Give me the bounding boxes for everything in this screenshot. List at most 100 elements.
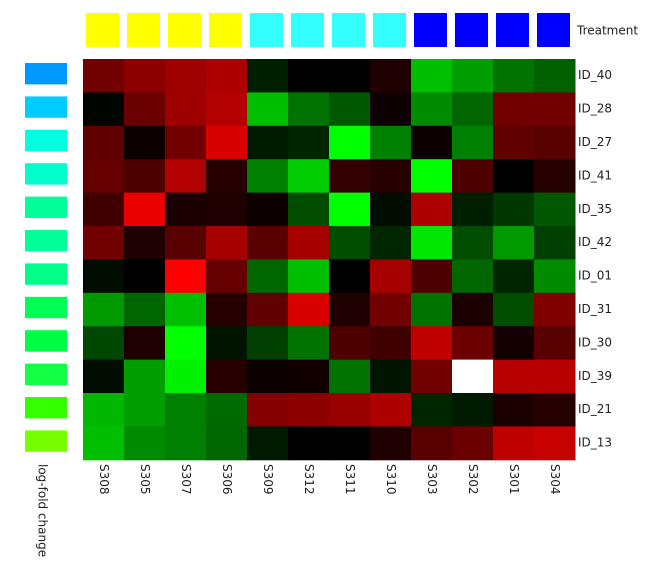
row-swatch xyxy=(25,430,67,452)
heatmap-cell xyxy=(452,359,494,394)
heatmap-cell xyxy=(370,192,412,227)
heatmap-cell xyxy=(329,426,371,461)
heatmap-cell xyxy=(411,192,453,227)
row-label: ID_40 xyxy=(578,68,612,82)
heatmap-cell xyxy=(83,59,125,93)
column-label: S308 xyxy=(97,464,111,495)
heatmap-cell xyxy=(370,125,412,160)
row-label: ID_01 xyxy=(578,269,612,283)
heatmap-cell xyxy=(534,393,576,427)
heatmap-cell xyxy=(247,92,289,127)
heatmap-cell xyxy=(124,192,166,227)
heatmap-cell xyxy=(370,426,412,461)
row-label: ID_27 xyxy=(578,135,612,149)
row-label: ID_13 xyxy=(578,436,612,450)
heatmap-cell xyxy=(534,426,576,461)
heatmap-cell xyxy=(83,393,125,427)
heatmap-cell xyxy=(329,59,371,93)
treatment-swatch xyxy=(537,13,570,47)
heatmap-cell xyxy=(124,59,166,93)
treatment-swatch xyxy=(496,13,529,47)
heatmap-cell xyxy=(83,192,125,227)
heatmap-cell xyxy=(247,226,289,260)
heatmap-cell xyxy=(411,226,453,260)
heatmap-cell xyxy=(288,192,330,227)
heatmap-cell xyxy=(83,426,125,461)
heatmap-cell xyxy=(165,125,207,160)
heatmap-cell xyxy=(124,426,166,461)
heatmap-cell xyxy=(124,393,166,427)
heatmap-cell xyxy=(165,326,207,361)
heatmap-cell xyxy=(329,326,371,361)
heatmap-cell xyxy=(411,426,453,461)
heatmap-cell xyxy=(165,92,207,127)
heatmap-cell xyxy=(534,92,576,127)
heatmap-cell xyxy=(83,125,125,160)
row-swatch xyxy=(25,196,67,218)
heatmap-cell xyxy=(411,92,453,127)
row-swatch xyxy=(25,397,67,419)
heatmap-cell xyxy=(493,259,535,294)
heatmap-cell xyxy=(370,393,412,427)
heatmap-cell xyxy=(534,326,576,361)
column-label: S311 xyxy=(343,464,357,495)
heatmap-cell xyxy=(411,393,453,427)
heatmap-cell xyxy=(452,259,494,294)
column-label: S301 xyxy=(507,464,521,495)
treatment-swatch xyxy=(291,13,324,47)
heatmap-cell xyxy=(288,259,330,294)
heatmap-cell xyxy=(370,59,412,93)
treatment-swatch xyxy=(455,13,488,47)
heatmap-cell xyxy=(493,59,535,93)
column-label: S312 xyxy=(302,464,316,495)
treatment-swatch xyxy=(168,13,201,47)
heatmap-cell xyxy=(206,393,248,427)
heatmap-cell xyxy=(206,192,248,227)
heatmap-cell xyxy=(370,359,412,394)
treatment-swatch xyxy=(86,13,119,47)
heatmap-cell xyxy=(288,159,330,194)
heatmap-cell xyxy=(329,226,371,260)
heatmap-cell xyxy=(452,125,494,160)
heatmap-cell xyxy=(534,259,576,294)
heatmap-cell xyxy=(206,359,248,394)
heatmap-cell xyxy=(329,359,371,394)
heatmap-cell xyxy=(411,292,453,327)
heatmap-cell xyxy=(124,326,166,361)
heatmap-cell xyxy=(411,125,453,160)
heatmap-cell xyxy=(206,292,248,327)
heatmap-cell xyxy=(411,359,453,394)
heatmap-cell xyxy=(165,393,207,427)
heatmap-cell xyxy=(329,259,371,294)
heatmap-cell xyxy=(124,226,166,260)
treatment-swatch xyxy=(373,13,406,47)
treatment-swatch xyxy=(127,13,160,47)
heatmap-cell xyxy=(329,192,371,227)
heatmap-cell xyxy=(206,226,248,260)
column-label: S302 xyxy=(466,464,480,495)
row-swatch xyxy=(25,296,67,319)
heatmap-cell xyxy=(206,92,248,127)
heatmap-cell xyxy=(288,359,330,394)
heatmap-cell xyxy=(165,59,207,93)
heatmap-cell xyxy=(288,393,330,427)
heatmap-cell xyxy=(165,159,207,194)
heatmap-cell xyxy=(452,292,494,327)
row-label: ID_39 xyxy=(578,369,612,383)
heatmap-cell xyxy=(452,59,494,93)
heatmap-cell xyxy=(534,192,576,227)
heatmap-cell xyxy=(247,359,289,394)
column-label: S307 xyxy=(179,464,193,495)
heatmap-cell xyxy=(534,226,576,260)
heatmap-cell xyxy=(247,192,289,227)
column-label: S304 xyxy=(548,464,562,495)
heatmap-cell xyxy=(83,159,125,194)
treatment-label: Treatment xyxy=(576,24,638,38)
heatmap-cell xyxy=(329,125,371,160)
heatmap-cell xyxy=(247,393,289,427)
heatmap-cell xyxy=(288,92,330,127)
heatmap-cell xyxy=(247,292,289,327)
heatmap-cell xyxy=(288,426,330,461)
heatmap-cell xyxy=(247,59,289,93)
heatmap-cell xyxy=(493,192,535,227)
